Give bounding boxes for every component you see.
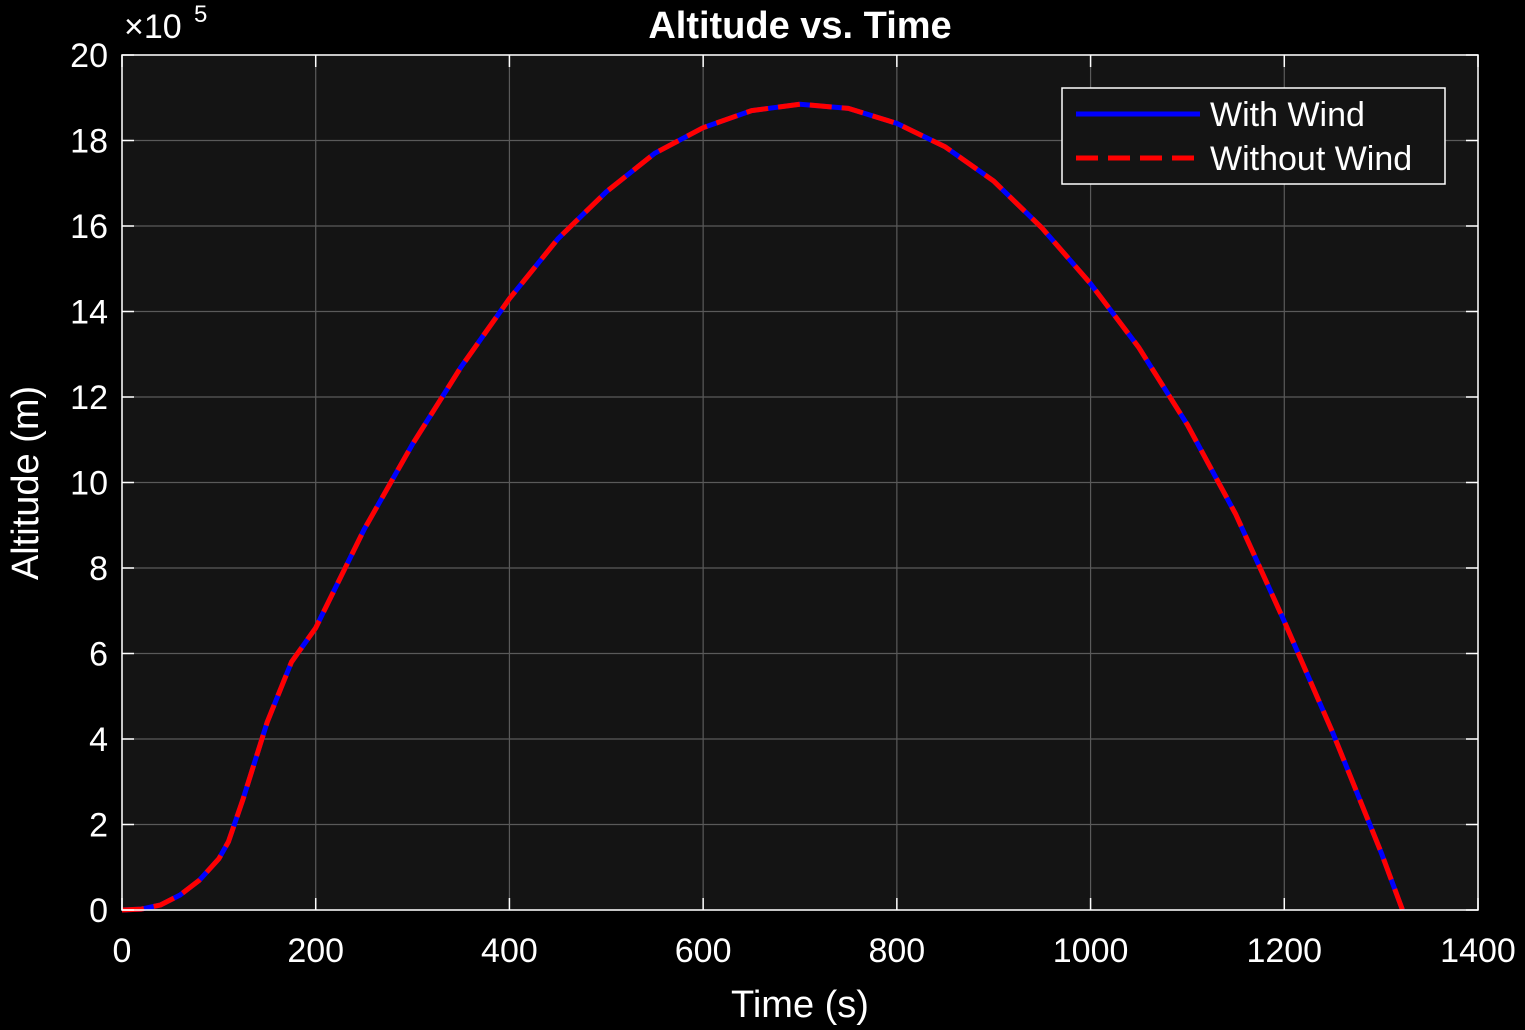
x-tick-labels: 0 200 400 600 800 1000 1200 1400 [113,932,1516,970]
x-tick-label: 1400 [1440,932,1516,970]
chart-title: Altitude vs. Time [648,5,951,47]
y-tick-label: 8 [89,550,108,588]
y-tick-label: 12 [70,379,108,417]
y-exponent-base: ×10 [124,8,182,46]
x-tick-label: 400 [481,932,538,970]
y-tick-label: 6 [89,636,108,674]
x-tick-label: 0 [113,932,132,970]
y-tick-label: 14 [70,294,108,332]
x-axis-title: Time (s) [731,984,869,1026]
ticks [121,54,1479,911]
series-layer [121,101,1405,913]
legend-label-with-wind: With Wind [1210,96,1365,134]
x-tick-label: 200 [287,932,344,970]
x-tick-label: 1000 [1053,932,1129,970]
legend-label-without-wind: Without Wind [1210,140,1412,178]
x-tick-label: 1200 [1246,932,1322,970]
y-tick-labels: 0 2 4 6 8 10 12 14 16 18 20 [70,37,108,930]
y-tick-label: 0 [89,892,108,930]
series-line-without-wind [121,101,1405,913]
y-tick-label: 4 [89,721,108,759]
x-tick-label: 600 [675,932,732,970]
y-tick-label: 18 [70,123,108,161]
y-exponent-label: ×10 5 [124,1,207,46]
y-tick-label: 10 [70,465,108,503]
y-axis-title: Altitude (m) [5,386,47,580]
y-tick-label: 16 [70,208,108,246]
legend: With Wind Without Wind [1061,87,1446,185]
legend-box [1061,87,1446,185]
y-tick-label: 2 [89,807,108,845]
y-exponent-power: 5 [194,1,207,28]
x-tick-label: 800 [868,932,925,970]
y-tick-label: 20 [70,37,108,75]
